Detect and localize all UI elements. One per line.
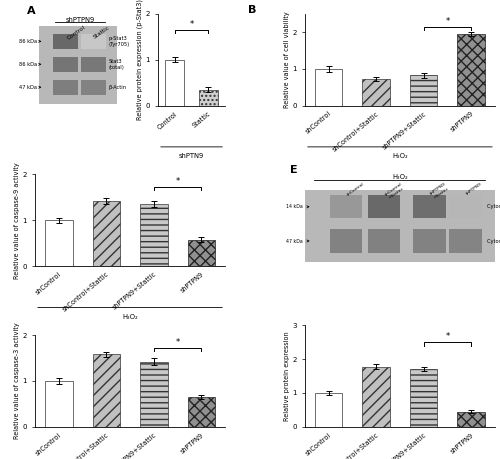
Bar	[92, 354, 120, 427]
Text: A: A	[27, 6, 36, 17]
Text: B: B	[248, 5, 256, 15]
Text: E: E	[290, 165, 298, 175]
Bar	[330, 230, 362, 252]
Text: p-Stat3
(Tyr705): p-Stat3 (Tyr705)	[109, 36, 130, 47]
Bar	[81, 34, 106, 49]
Text: Cytosol cyt c: Cytosol cyt c	[488, 204, 500, 209]
Bar	[81, 80, 106, 95]
Y-axis label: Relative value of cell viability: Relative value of cell viability	[284, 11, 290, 108]
Bar	[450, 230, 482, 252]
Bar	[188, 240, 215, 266]
Text: shControl
+Stattic: shControl +Stattic	[384, 182, 406, 201]
Bar	[81, 57, 106, 72]
Bar	[458, 412, 485, 427]
Bar	[53, 80, 78, 95]
Bar	[45, 381, 72, 427]
Bar	[414, 230, 446, 252]
Bar	[458, 34, 485, 106]
Bar	[362, 79, 390, 106]
Text: *: *	[176, 338, 180, 347]
Bar	[39, 26, 117, 104]
Y-axis label: Relative protein expression: Relative protein expression	[284, 331, 290, 421]
Bar	[414, 195, 446, 218]
Text: *: *	[446, 17, 450, 26]
Bar	[198, 90, 218, 106]
Text: shControl: shControl	[346, 182, 365, 197]
Text: Stattic: Stattic	[92, 25, 111, 40]
Bar	[368, 195, 400, 218]
Bar	[165, 60, 184, 106]
Bar	[410, 75, 438, 106]
Bar	[45, 220, 72, 266]
Bar	[330, 195, 362, 218]
Text: 14 kDa: 14 kDa	[286, 204, 303, 209]
Bar	[450, 195, 482, 218]
Bar	[315, 393, 342, 427]
Text: Cytosol actin: Cytosol actin	[488, 239, 500, 244]
Bar	[315, 69, 342, 106]
Text: Stat3
(total): Stat3 (total)	[109, 59, 124, 70]
Text: shPTN9: shPTN9	[179, 153, 204, 159]
Text: shPTPN9: shPTPN9	[66, 17, 94, 22]
Text: shPTPN9
+Stattic: shPTPN9 +Stattic	[430, 182, 450, 200]
Text: H₂O₂: H₂O₂	[392, 174, 408, 180]
Text: shPTPN9: shPTPN9	[466, 182, 483, 196]
Bar	[362, 367, 390, 427]
Text: 86 kDa: 86 kDa	[18, 62, 36, 67]
Text: 47 kDa: 47 kDa	[286, 239, 303, 244]
Bar	[140, 362, 168, 427]
Text: H₂O₂: H₂O₂	[122, 314, 138, 320]
Bar	[92, 201, 120, 266]
Text: *: *	[176, 177, 180, 186]
Text: 86 kDa: 86 kDa	[18, 39, 36, 44]
Text: β-Actin: β-Actin	[109, 85, 127, 90]
Bar	[53, 57, 78, 72]
Bar	[305, 190, 495, 262]
Text: 47 kDa: 47 kDa	[18, 85, 36, 90]
Bar	[53, 34, 78, 49]
Bar	[140, 204, 168, 266]
Y-axis label: Relative protein expression (p-Stat3): Relative protein expression (p-Stat3)	[136, 0, 143, 120]
Text: H₂O₂: H₂O₂	[392, 153, 408, 159]
Text: Control: Control	[66, 25, 86, 41]
Y-axis label: Relative value of caspase-3 activity: Relative value of caspase-3 activity	[14, 323, 20, 439]
Bar	[368, 230, 400, 252]
Text: *: *	[190, 20, 194, 29]
Y-axis label: Relative value of caspase-9 activity: Relative value of caspase-9 activity	[14, 162, 20, 279]
Text: *: *	[446, 332, 450, 341]
Bar	[188, 397, 215, 427]
Bar	[410, 369, 438, 427]
